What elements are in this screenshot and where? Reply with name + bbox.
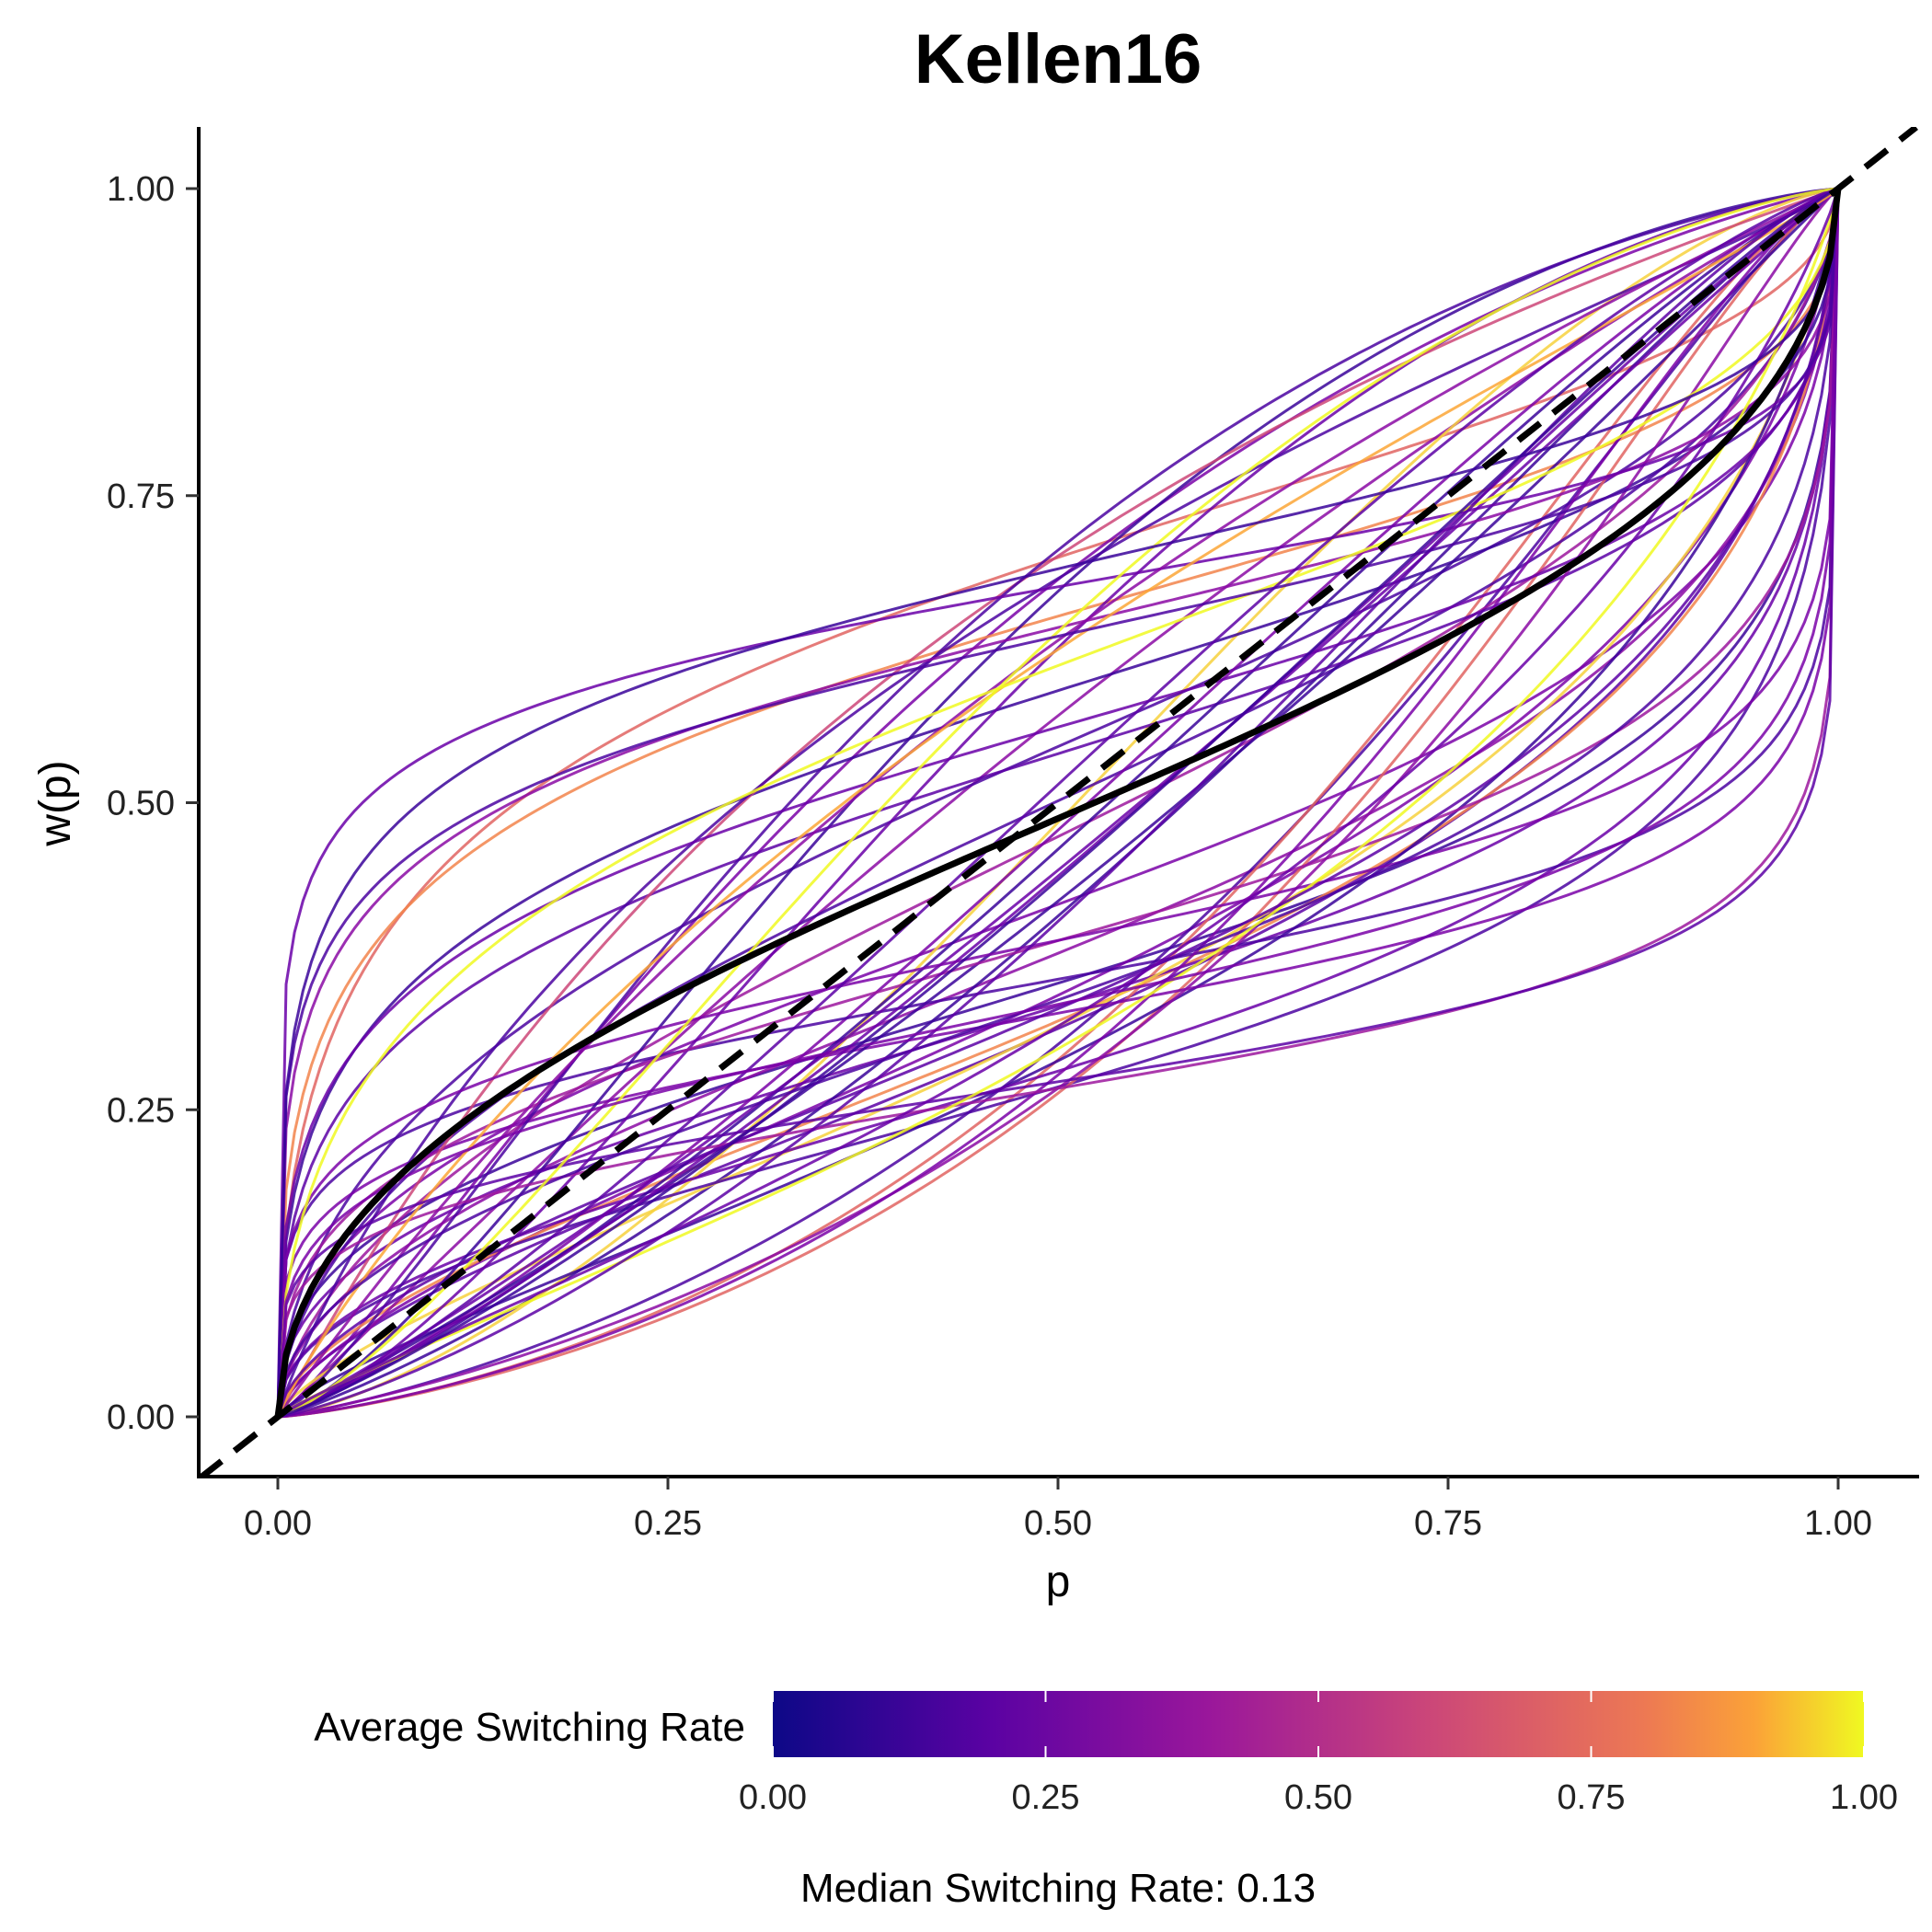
caption: Median Switching Rate: 0.13 [800, 1866, 1316, 1911]
participant-curve [276, 187, 1839, 1418]
legend-tick-label: 0.50 [1284, 1778, 1352, 1817]
participant-curve [276, 188, 1840, 1418]
legend-tick-label: 0.75 [1558, 1778, 1626, 1817]
participant-curve [276, 188, 1840, 1418]
participant-curve [276, 188, 1840, 1419]
participant-curve [277, 187, 1839, 1419]
participant-curve [276, 188, 1840, 1418]
participant-curve [277, 187, 1839, 1419]
y-ticks: 0.00 0.25 0.50 0.75 1.00 [107, 170, 199, 1437]
y-tick-label: 0.50 [107, 785, 175, 823]
participant-curve [276, 187, 1839, 1418]
chart-title: Kellen16 [914, 20, 1202, 98]
legend-tick-label: 0.25 [1012, 1778, 1080, 1817]
participant-curve [276, 188, 1840, 1418]
participant-curve [277, 188, 1840, 1419]
y-tick-label: 0.75 [107, 477, 175, 516]
participant-curve [276, 188, 1840, 1418]
participant-curve [276, 188, 1840, 1418]
x-tick-label: 0.50 [1024, 1504, 1092, 1543]
participant-curve [276, 187, 1839, 1418]
participant-curve [276, 188, 1840, 1418]
participant-curve [277, 187, 1839, 1419]
median-curve [274, 188, 1842, 1418]
participant-curve [277, 188, 1840, 1419]
y-tick-label: 0.00 [107, 1398, 175, 1437]
participant-curve [277, 187, 1839, 1419]
participant-curve [276, 188, 1840, 1418]
x-ticks: 0.00 0.25 0.50 0.75 1.00 [244, 1477, 1872, 1543]
participant-curve [276, 187, 1839, 1418]
y-tick-label: 1.00 [107, 170, 175, 209]
participant-curve [276, 188, 1840, 1418]
y-axis-label: w(p) [31, 760, 80, 846]
x-axis-label: p [1046, 1558, 1071, 1606]
participant-curve [277, 187, 1839, 1419]
participant-curve [277, 187, 1839, 1419]
participant-curve [277, 187, 1839, 1419]
participant-curve [276, 188, 1840, 1418]
legend-title: Average Switching Rate [314, 1705, 745, 1750]
participant-curve [276, 188, 1840, 1418]
x-tick-label: 0.75 [1414, 1504, 1482, 1543]
weighting-curves [276, 187, 1840, 1419]
participant-curve [277, 187, 1840, 1419]
y-tick-label: 0.25 [107, 1091, 175, 1130]
participant-curve [276, 188, 1840, 1418]
participant-curve [276, 188, 1840, 1418]
x-tick-label: 0.25 [634, 1504, 702, 1543]
identity-line [199, 127, 1918, 1477]
participant-curve [276, 188, 1840, 1418]
legend-ticks: 0.00 0.25 0.50 0.75 1.00 [739, 1691, 1898, 1817]
legend-tick-label: 0.00 [739, 1778, 807, 1817]
participant-curve [277, 187, 1839, 1419]
reference-lines [199, 127, 1918, 1477]
participant-curve [277, 187, 1839, 1419]
participant-curve [276, 188, 1840, 1418]
participant-curve [276, 188, 1840, 1418]
x-tick-label: 1.00 [1804, 1504, 1872, 1543]
x-tick-label: 0.00 [244, 1504, 312, 1543]
legend-tick-label: 1.00 [1830, 1778, 1898, 1817]
participant-curve [276, 188, 1840, 1418]
